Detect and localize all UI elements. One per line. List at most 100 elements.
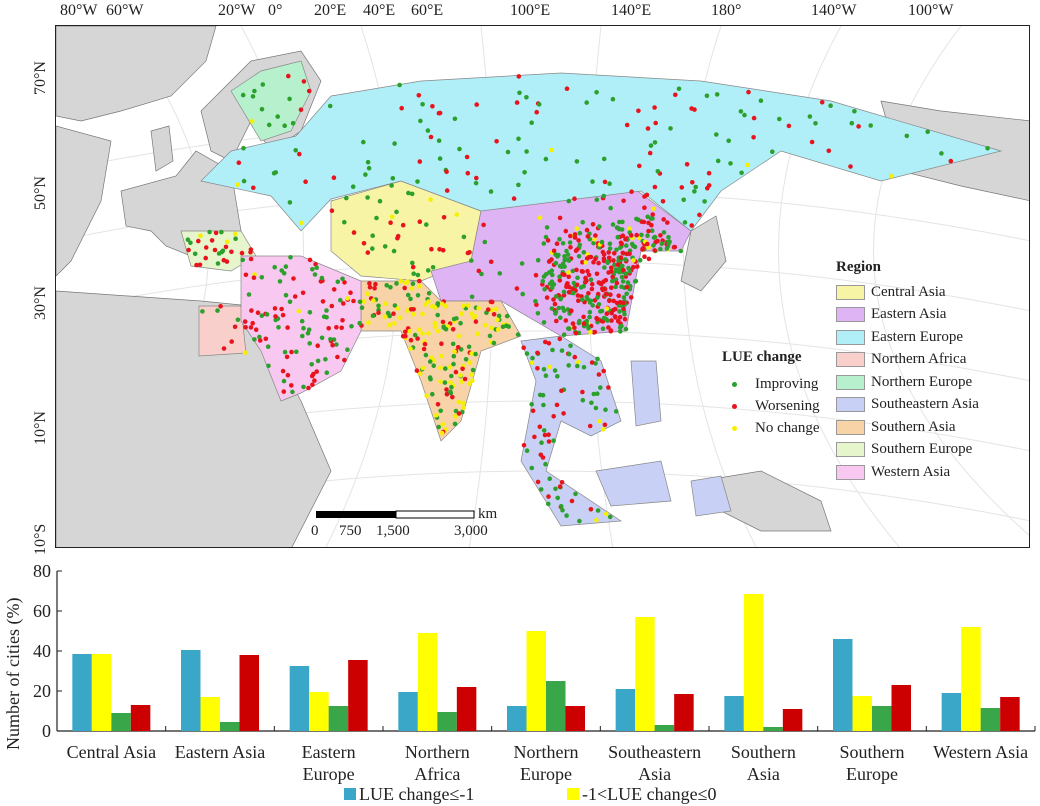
city-point-no-change: [627, 226, 632, 231]
city-point-worsening: [301, 79, 307, 84]
city-point-improving: [591, 391, 597, 397]
city-point-improving: [335, 279, 341, 285]
city-point-worsening: [285, 325, 290, 330]
region-legend-item: Southern Europe: [836, 439, 979, 462]
city-point-improving: [580, 297, 585, 303]
longitude-label: 100°E: [510, 2, 551, 19]
city-point-improving: [431, 363, 437, 369]
city-point-no-change: [397, 315, 403, 321]
y-axis-label: Number of cities (%): [3, 598, 24, 750]
city-point-improving: [553, 260, 559, 266]
city-point-improving: [546, 270, 552, 275]
city-point-improving: [595, 356, 600, 362]
city-point-improving: [385, 310, 391, 316]
city-point-improving: [619, 274, 625, 280]
city-point-worsening: [306, 88, 312, 94]
y-tick-label: 0: [42, 721, 51, 741]
city-point-worsening: [646, 228, 651, 234]
city-point-no-change: [456, 333, 462, 339]
city-point-improving: [777, 116, 782, 122]
city-point-worsening: [613, 315, 618, 320]
city-point-improving: [306, 327, 312, 333]
city-point-worsening: [609, 318, 614, 323]
city-point-improving: [645, 233, 650, 238]
city-point-improving: [553, 486, 558, 492]
city-point-worsening: [243, 325, 248, 330]
city-point-worsening: [462, 376, 468, 382]
city-point-no-change: [594, 517, 599, 523]
city-point-worsening: [229, 249, 234, 255]
bar: [398, 692, 418, 731]
city-point-worsening: [429, 246, 434, 252]
city-point-improving: [370, 233, 376, 238]
city-point-improving: [219, 229, 224, 235]
region-southeastern-asia: [630, 360, 662, 427]
city-point-worsening: [236, 160, 242, 165]
city-point-improving: [542, 287, 547, 292]
city-point-improving: [283, 264, 289, 269]
city-point-worsening: [280, 368, 286, 374]
city-point-worsening: [595, 291, 601, 297]
x-tick-label: Southern: [840, 742, 905, 762]
city-point-worsening: [584, 227, 590, 233]
city-point-improving: [241, 145, 246, 151]
city-point-improving: [587, 314, 592, 320]
city-point-worsening: [421, 346, 427, 352]
city-point-worsening: [400, 222, 406, 228]
city-point-worsening: [629, 233, 634, 238]
city-point-worsening: [627, 251, 632, 257]
city-point-improving: [215, 308, 220, 313]
longitude-label: 100°W: [908, 2, 954, 19]
city-point-no-change: [631, 258, 636, 263]
region-legend-label: Central Asia: [871, 283, 946, 300]
city-point-worsening: [329, 303, 335, 309]
city-point-improving: [310, 267, 315, 272]
x-tick-label: Northern: [405, 742, 470, 762]
city-point-improving: [702, 199, 707, 204]
city-point-no-change: [365, 291, 370, 297]
city-point-worsening: [239, 250, 245, 256]
city-point-improving: [566, 363, 571, 368]
city-point-worsening: [306, 385, 311, 391]
city-point-improving: [423, 352, 429, 358]
city-point-improving: [597, 224, 602, 229]
city-point-worsening: [388, 220, 393, 225]
lue-legend-title: LUE change: [722, 349, 802, 365]
city-point-no-change: [459, 311, 465, 316]
city-point-improving: [345, 347, 350, 353]
city-point-improving: [394, 209, 399, 215]
city-point-improving: [566, 351, 572, 357]
city-point-no-change: [448, 380, 453, 385]
city-point-improving: [651, 243, 656, 248]
city-point-improving: [619, 284, 624, 290]
region-legend-title: Region: [836, 259, 881, 275]
city-point-worsening: [485, 307, 491, 312]
city-point-improving: [742, 112, 747, 118]
city-point-worsening: [554, 318, 559, 324]
bar: [111, 713, 131, 731]
city-point-worsening: [400, 334, 406, 339]
bar: [980, 708, 1001, 731]
city-point-worsening: [253, 327, 259, 333]
city-point-worsening: [637, 163, 642, 169]
city-point-no-change: [232, 231, 238, 237]
city-point-improving: [469, 258, 474, 263]
city-point-no-change: [469, 372, 475, 377]
city-point-worsening: [689, 223, 694, 228]
city-point-improving: [603, 407, 608, 413]
city-point-worsening: [557, 336, 563, 342]
city-point-worsening: [551, 297, 556, 302]
city-point-improving: [266, 363, 271, 369]
city-point-improving: [659, 241, 665, 246]
region-swatch: [836, 464, 865, 480]
city-point-worsening: [623, 237, 628, 242]
city-point-worsening: [581, 314, 586, 320]
city-point-improving: [391, 248, 397, 254]
city-point-improving: [257, 334, 262, 340]
city-point-worsening: [476, 268, 482, 274]
city-point-improving: [451, 316, 457, 322]
city-point-improving: [577, 518, 582, 524]
city-point-no-change: [604, 306, 610, 311]
city-point-improving: [607, 246, 613, 251]
city-point-no-change: [426, 299, 431, 304]
